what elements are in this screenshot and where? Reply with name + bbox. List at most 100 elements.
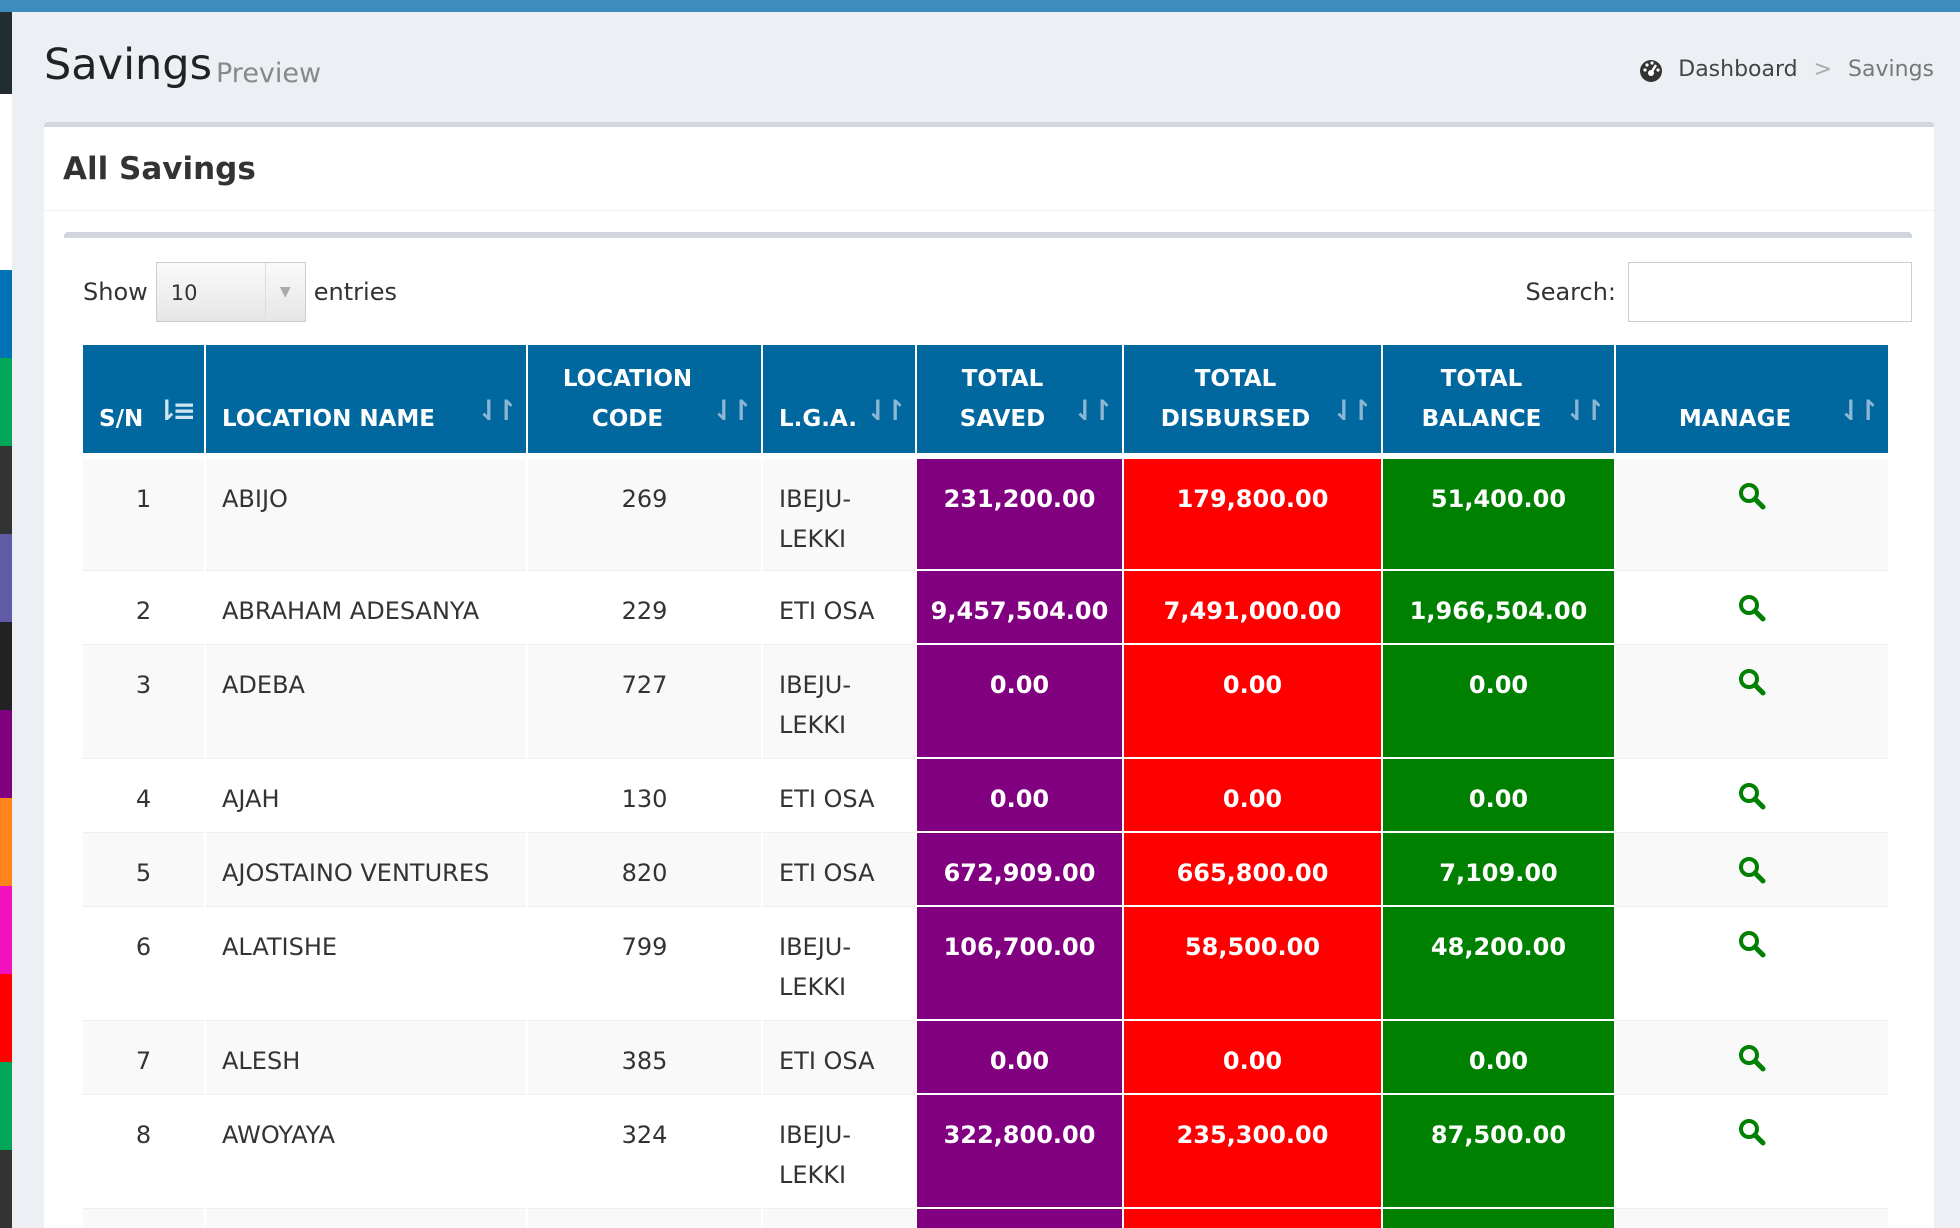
column-header-label: SAVED [959,406,1046,432]
sort-icon[interactable]: ⇃↾ [1073,394,1114,427]
search-input[interactable] [1628,262,1912,322]
dashboard-icon [1640,60,1663,82]
cell-lga: IBEJU- LEKKI [762,1094,917,1209]
cell-total-disbursed: 7,491,000.00 [1123,570,1383,645]
column-header-location-name[interactable]: LOCATION NAME ⇃↾ [205,345,528,459]
entries-select[interactable]: 10 ▼ [155,262,306,322]
column-header-sn[interactable]: S/N ⇂≡ [83,345,206,459]
column-header-label: S/N [99,406,144,432]
table-row: 7 ALESH 385 ETI OSA 0.00 0.00 0.00 [83,1020,1890,1095]
cell-total-disbursed: 179,800.00 [1123,456,1383,571]
column-header-lga[interactable]: L.G.A. ⇃↾ [762,345,917,459]
table-row: 2 ABRAHAM ADESANYA 229 ETI OSA 9,457,504… [83,570,1890,645]
table-row: 8 AWOYAYA 324 IBEJU- LEKKI 322,800.00 235… [83,1094,1890,1209]
cell-location-name: ADEBA [205,644,528,759]
table-row: 5 AJOSTAINO VENTURES 820 ETI OSA 672,909… [83,832,1890,907]
sidebar-strip-segment [0,358,12,446]
box-header: All Savings [44,127,1934,211]
savings-table: S/N ⇂≡ LOCATION NAME ⇃↾ LOCATION CODE ⇃↾… [83,345,1890,1228]
column-header-label: MANAGE [1678,406,1792,432]
cell-total-balance: 7,109.00 [1382,832,1616,907]
cell-total-saved: 231,200.00 [916,456,1124,571]
chevron-down-icon[interactable]: ▼ [264,263,305,321]
column-header-location-code[interactable]: LOCATION CODE ⇃↾ [527,345,763,459]
cell-total-saved [916,1208,1124,1228]
cell-location-name: AJAH [205,758,528,833]
sidebar-strip-segment [0,798,12,886]
search-icon[interactable] [1737,481,1767,511]
breadcrumb-separator: > [1813,56,1833,82]
column-header-total-saved[interactable]: TOTAL SAVED ⇃↾ [916,345,1124,459]
sort-icon[interactable]: ⇃↾ [1839,394,1880,427]
cell-total-saved: 322,800.00 [916,1094,1124,1209]
sort-icon[interactable]: ⇃↾ [866,394,907,427]
column-header-label: TOTAL [1194,366,1277,392]
cell-location-code: 799 [527,906,763,1021]
cell-sn: 2 [83,570,206,645]
cell-sn: 4 [83,758,206,833]
column-header-total-disbursed[interactable]: TOTAL DISBURSED ⇃↾ [1123,345,1383,459]
cell-location-code: 385 [527,1020,763,1095]
sort-icon[interactable]: ⇃↾ [477,394,518,427]
content-header: Savings Preview Dashboard > Savings [44,36,1934,96]
cell-total-disbursed: 0.00 [1123,644,1383,759]
cell-sn: 3 [83,644,206,759]
lga-line: ETI OSA [779,858,875,887]
search-icon[interactable] [1737,667,1767,697]
cell-total-balance: 1,966,504.00 [1382,570,1616,645]
search-icon[interactable] [1737,855,1767,885]
cell-total-saved: 672,909.00 [916,832,1124,907]
lga-line: IBEJU- [779,932,852,961]
cell-manage [1615,1208,1890,1228]
column-header-label: BALANCE [1421,406,1542,432]
breadcrumb-current: Savings [1848,56,1934,82]
breadcrumb-dashboard-link[interactable]: Dashboard [1678,56,1798,82]
lga-line: LEKKI [779,525,847,553]
lga-line: ETI OSA [779,596,875,625]
sort-asc-icon[interactable]: ⇂≡ [155,394,196,427]
search-icon[interactable] [1737,781,1767,811]
cell-total-balance: 51,400.00 [1382,456,1616,571]
cell-location-code: 269 [527,456,763,571]
lga-line: IBEJU- [779,1120,852,1149]
cell-location-code: 324 [527,1094,763,1209]
search-icon[interactable] [1737,929,1767,959]
cell-total-balance: 0.00 [1382,1020,1616,1095]
table-header-row: S/N ⇂≡ LOCATION NAME ⇃↾ LOCATION CODE ⇃↾… [83,345,1890,459]
search-label: Search: [1525,278,1616,306]
cell-location-name: AJOSTAINO VENTURES [205,832,528,907]
sidebar-strip-segment [0,534,12,622]
cell-total-balance: 0.00 [1382,644,1616,759]
column-header-label: CODE [591,406,664,432]
column-header-total-balance[interactable]: TOTAL BALANCE ⇃↾ [1382,345,1616,459]
sort-icon[interactable]: ⇃↾ [1332,394,1373,427]
sort-icon[interactable]: ⇃↾ [712,394,753,427]
table-row: 3 ADEBA 727 IBEJU- LEKKI 0.00 0.00 0.00 [83,644,1890,759]
lga-line: IBEJU- [779,670,852,699]
lga-line: LEKKI [779,710,847,739]
cell-location-name [205,1208,528,1228]
search-icon[interactable] [1737,593,1767,623]
sidebar-strip-segment [0,270,12,358]
cell-location-name: ALESH [205,1020,528,1095]
page-subtitle: Preview [216,58,322,89]
cell-sn: 5 [83,832,206,907]
cell-sn: 1 [83,456,206,571]
search-control: Search: [1525,262,1912,322]
cell-lga: ETI OSA [762,758,917,833]
cell-manage [1615,758,1890,833]
sidebar-strip-segment [0,446,12,534]
column-header-manage[interactable]: MANAGE ⇃↾ [1615,345,1890,459]
sidebar-strip-segment [0,886,12,974]
search-icon[interactable] [1737,1117,1767,1147]
cell-total-disbursed: 665,800.00 [1123,832,1383,907]
sort-icon[interactable]: ⇃↾ [1565,394,1606,427]
entries-label: entries [313,278,397,306]
search-icon[interactable] [1737,1043,1767,1073]
cell-manage [1615,906,1890,1021]
cell-manage [1615,644,1890,759]
cell-sn: 6 [83,906,206,1021]
page-title: Savings [44,40,212,90]
sidebar-strip-segment [0,1150,12,1228]
cell-location-name: ABIJO [205,456,528,571]
